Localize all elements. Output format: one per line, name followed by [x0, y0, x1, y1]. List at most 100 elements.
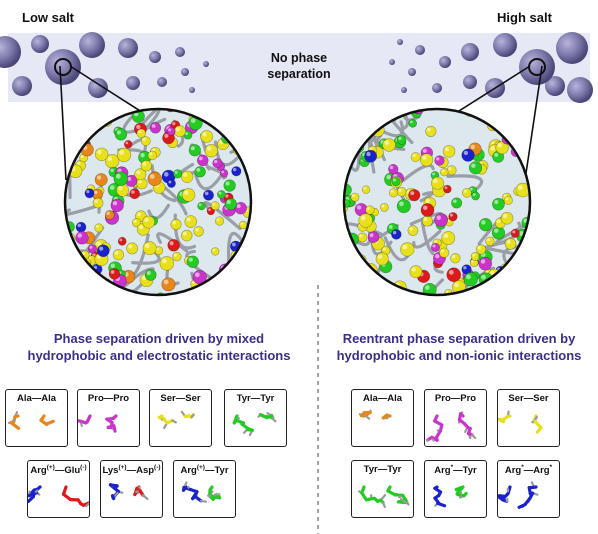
bead-highlight: [435, 253, 440, 259]
residue-bead: [234, 287, 243, 295]
bead-highlight: [523, 218, 528, 223]
salt-droplet: [88, 78, 108, 98]
salt-droplet: [0, 36, 21, 68]
bead-highlight: [136, 124, 141, 130]
bead-highlight: [110, 270, 115, 274]
polymer-chain: [446, 174, 484, 190]
polymer-chain: [226, 231, 246, 268]
condensate-right: [342, 107, 532, 297]
bead-highlight: [495, 116, 501, 121]
pair-title: Tyr—Tyr: [352, 464, 413, 475]
bead-highlight: [142, 137, 146, 141]
bead-highlight: [107, 156, 113, 162]
bead-highlight: [499, 289, 503, 294]
bead-highlight: [218, 191, 222, 195]
residue-bead: [241, 277, 251, 290]
residue-bead: [344, 268, 358, 282]
residue-bead: [493, 109, 502, 118]
residue-bead: [344, 267, 349, 282]
residue-bead: [461, 148, 475, 162]
bead-highlight: [233, 167, 237, 172]
residue-bead: [149, 122, 162, 134]
salt-droplet: [157, 77, 167, 87]
bead-highlight: [512, 275, 516, 279]
bead-highlight: [202, 132, 207, 137]
residue-a-charge: *: [450, 464, 454, 471]
residue-bead: [166, 179, 176, 188]
residue-bead: [219, 169, 229, 178]
left-heading-line1: Phase separation driven by mixed: [53, 331, 265, 346]
residue-a-charge: *: [521, 464, 524, 471]
residue-bead: [485, 236, 495, 247]
residue-bead: [493, 113, 507, 127]
residue-bead: [350, 192, 360, 202]
residue-bead: [450, 253, 461, 264]
residue-bead: [109, 286, 121, 295]
residue-bead: [78, 117, 93, 132]
residue-bead: [235, 283, 245, 293]
bead-highlight: [65, 285, 67, 289]
residue-bead: [410, 152, 421, 163]
bead-highlight: [133, 219, 137, 223]
pair-card-ser-ser: Ser—Ser: [149, 389, 212, 447]
bead-highlight: [477, 246, 482, 250]
polymer-chain: [193, 170, 224, 191]
bead-highlight: [423, 217, 428, 221]
pair-card-ala-ala: Ala—Ala: [351, 389, 414, 447]
bead-highlight: [59, 291, 62, 294]
bead-highlight: [472, 253, 476, 257]
bead-highlight: [480, 259, 486, 264]
salt-droplet: [461, 43, 479, 61]
bead-highlight: [448, 166, 452, 171]
bead-highlight: [196, 168, 201, 172]
residue-bead: [108, 268, 121, 280]
residue-bead: [180, 170, 194, 183]
bead-highlight: [366, 151, 371, 157]
residue-bead: [166, 126, 176, 136]
residue-bead: [442, 145, 456, 158]
residue-bead: [65, 284, 72, 294]
bead-highlight: [384, 285, 388, 289]
bead-highlight: [444, 186, 448, 190]
bead-highlight: [358, 271, 363, 276]
bead-highlight: [96, 241, 101, 247]
residue-bead: [440, 168, 449, 177]
residue-bead: [388, 188, 399, 198]
bead-highlight: [411, 267, 416, 272]
residue-bead: [71, 274, 81, 284]
pair-dash: —: [450, 393, 461, 404]
polymer-chain: [75, 278, 111, 295]
residue-bead: [408, 189, 421, 202]
bead-highlight: [146, 271, 151, 275]
bead-highlight: [141, 275, 147, 281]
bead-highlight: [432, 172, 435, 176]
residue-a-name: Lys: [102, 465, 119, 477]
pair-dash: —: [523, 465, 534, 477]
bond: [45, 419, 55, 426]
bead-highlight: [409, 120, 413, 124]
bead-highlight: [369, 233, 374, 238]
bead-highlight: [115, 173, 121, 179]
bead-highlight: [167, 103, 171, 107]
residue-bead: [446, 267, 462, 283]
bead-highlight: [92, 253, 96, 257]
residue-bead: [487, 112, 500, 125]
residue-bead: [126, 242, 139, 255]
residue-bead: [65, 123, 74, 133]
bead-highlight: [382, 247, 386, 251]
pair-dash: —: [31, 393, 42, 404]
residue-bead: [170, 218, 182, 230]
bead-highlight: [497, 143, 503, 148]
pair-structure: [28, 485, 89, 508]
bead-highlight: [182, 231, 187, 236]
bead-highlight: [466, 274, 471, 280]
left-heading-line2: hydrophobic and electrostatic interactio…: [27, 348, 291, 363]
residue-bead: [365, 205, 375, 215]
bead-highlight: [190, 118, 196, 124]
residue-bead: [388, 163, 399, 175]
residue-b-name: Pro: [113, 393, 130, 404]
residue-bead: [344, 243, 349, 256]
residue-bead: [396, 186, 407, 197]
bead-highlight: [235, 288, 239, 292]
bead-highlight: [164, 133, 169, 138]
